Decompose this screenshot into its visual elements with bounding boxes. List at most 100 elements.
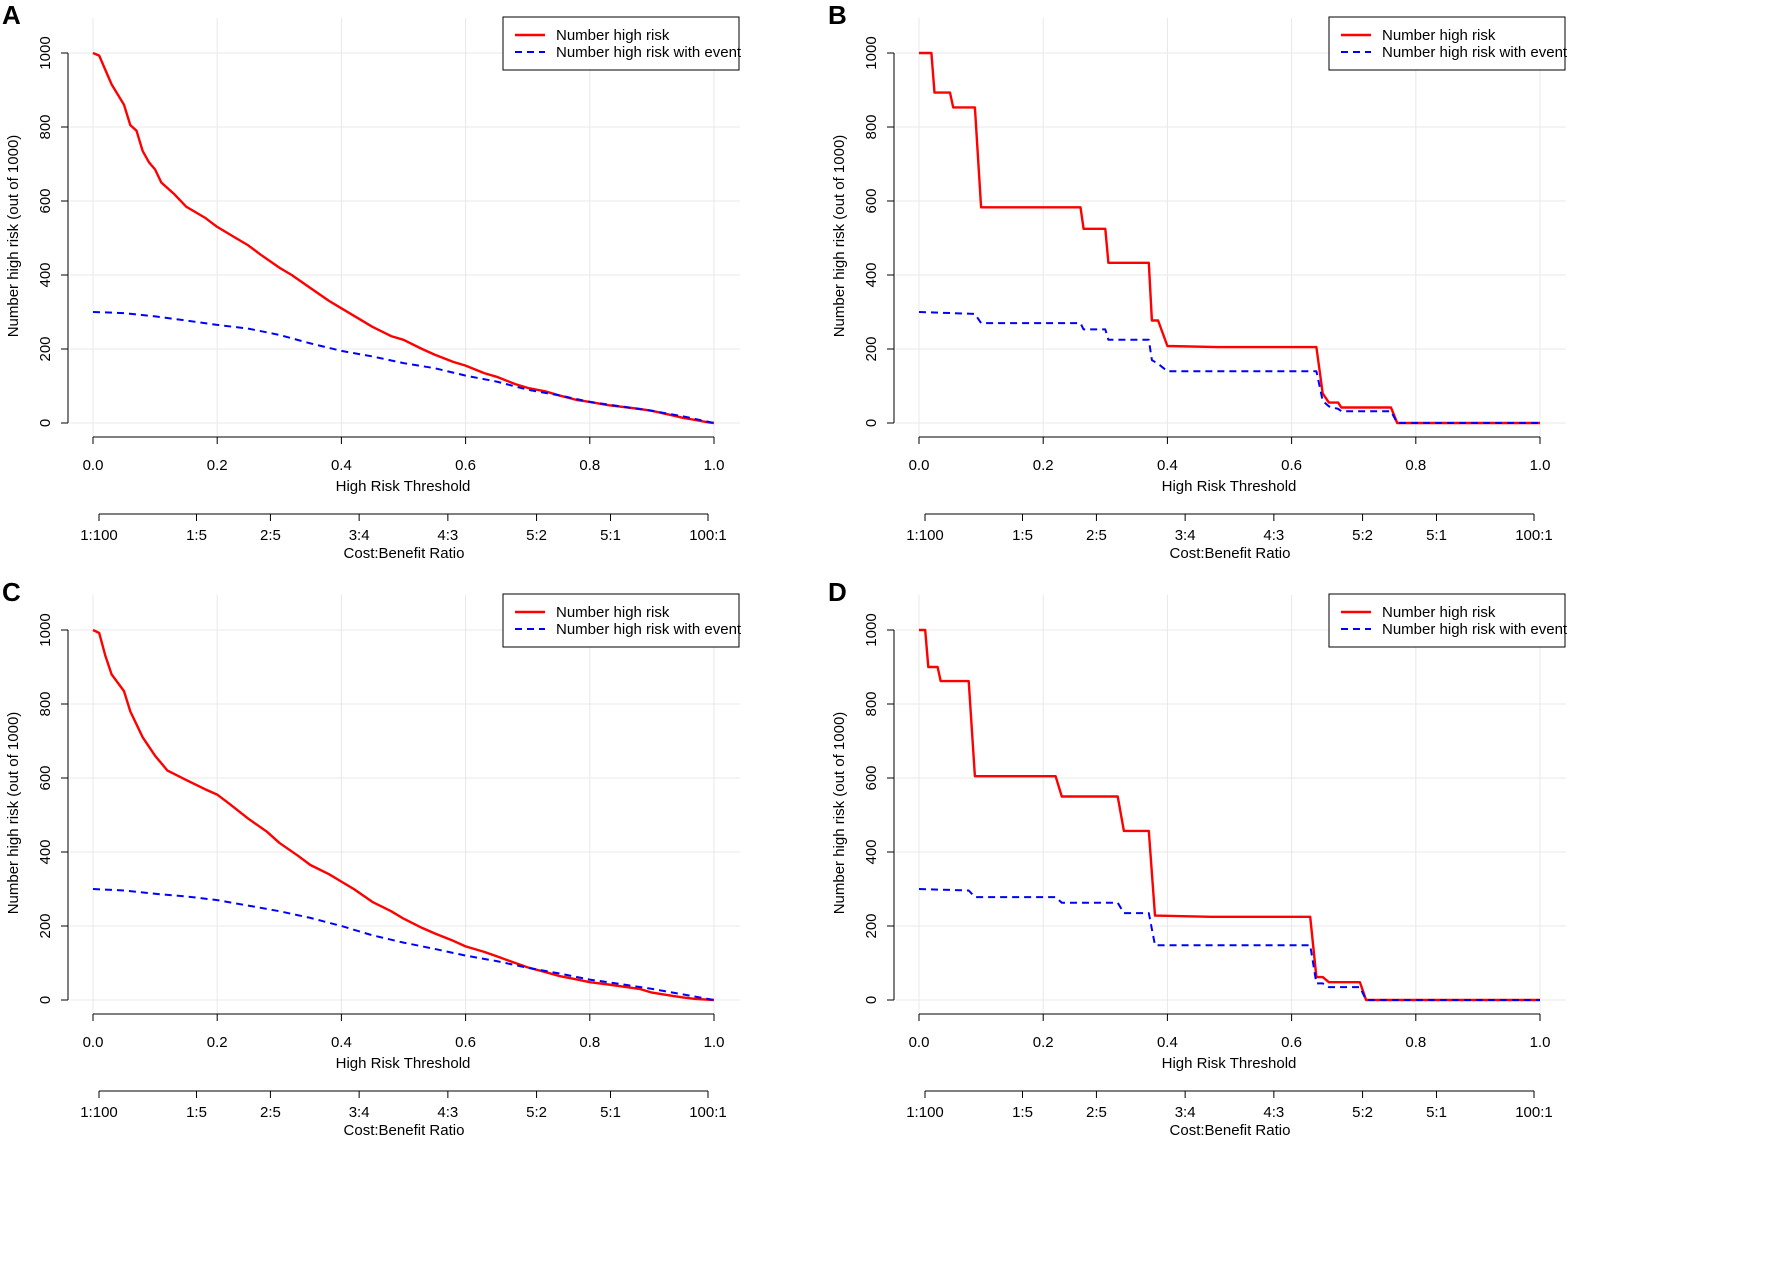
x-tick-label: 0.6 (1281, 1034, 1302, 1051)
series-line-number-high-risk (92, 51, 715, 425)
y-axis-title: Number high risk (out of 1000) (831, 135, 848, 338)
y-tick-label: 0 (37, 419, 54, 427)
chart-panel-a: A 0 200 400 600 800 1000 Number high risk (out … (2, 0, 742, 562)
x-tick-label: 0.0 (83, 1034, 104, 1051)
legend-box (1328, 593, 1566, 648)
legend-label: Number high risk (1382, 27, 1496, 44)
y-tick-label: 600 (863, 765, 880, 790)
x-tick-label: 1.0 (704, 457, 725, 474)
cost-benefit-axis-title: Cost:Benefit Ratio (1170, 1122, 1291, 1139)
chart-panel-c: C 0 200 400 600 800 1000 Number high risk (out … (2, 577, 742, 1139)
y-tick-label: 400 (863, 839, 880, 864)
cost-benefit-tick-label: 3:4 (349, 527, 370, 544)
x-tick-label: 1.0 (1530, 457, 1551, 474)
x-axis-title: High Risk Threshold (1162, 478, 1297, 495)
legend-box (502, 593, 740, 648)
y-tick-label: 800 (863, 114, 880, 139)
y-tick-label: 1000 (863, 36, 880, 69)
y-tick-label: 1000 (863, 613, 880, 646)
series-line-number-high-risk-with-event (918, 311, 1540, 424)
cost-benefit-tick-label: 5:1 (600, 1104, 621, 1121)
y-tick-label: 800 (37, 691, 54, 716)
legend-box (502, 16, 740, 71)
cost-benefit-tick-label: 5:1 (1426, 1104, 1447, 1121)
cost-benefit-tick-label: 100:1 (1515, 1104, 1553, 1121)
cost-benefit-tick-label: 4:3 (1263, 1104, 1284, 1121)
cost-benefit-tick-label: 4:3 (1263, 527, 1284, 544)
grid (70, 595, 740, 1020)
y-axis: 0 200 400 600 800 1000 Number high risk (out o… (831, 36, 895, 427)
series-line-number-high-risk (92, 628, 715, 1002)
y-tick-label: 1000 (37, 613, 54, 646)
legend-label: Number high risk (1382, 604, 1496, 621)
y-axis: 0 200 400 600 800 1000 Number high risk (out o… (5, 613, 69, 1004)
x-tick-label: 0.2 (1033, 1034, 1054, 1051)
x-tick-label: 0.0 (909, 1034, 930, 1051)
x-tick-label: 0.6 (455, 1034, 476, 1051)
x-axis: 0.0 0.2 0.4 0.6 0.8 1.0 High Risk Threshold (909, 1013, 1550, 1072)
cost-benefit-tick-label: 3:4 (1175, 1104, 1196, 1121)
cost-benefit-tick-label: 5:1 (600, 527, 621, 544)
cost-benefit-tick-label: 1:5 (186, 527, 207, 544)
cost-benefit-tick-label: 5:2 (1352, 527, 1373, 544)
x-tick-label: 0.6 (1281, 457, 1302, 474)
cost-benefit-tick-label: 4:3 (437, 1104, 458, 1121)
cost-benefit-tick-label: 1:5 (186, 1104, 207, 1121)
grid (896, 18, 1566, 443)
cost-benefit-tick-label: 100:1 (689, 527, 727, 544)
series-line-number-high-risk-with-event (92, 888, 715, 1001)
y-tick-label: 400 (863, 262, 880, 287)
y-tick-label: 400 (37, 839, 54, 864)
cost-benefit-tick-label: 5:2 (526, 1104, 547, 1121)
x-tick-label: 0.8 (1405, 457, 1426, 474)
x-tick-label: 0.8 (1405, 1034, 1426, 1051)
cost-benefit-tick-label: 1:5 (1012, 527, 1033, 544)
cost-benefit-tick-label: 2:5 (260, 1104, 281, 1121)
y-tick-label: 600 (37, 188, 54, 213)
panel-label: C (2, 577, 21, 607)
cost-benefit-tick-label: 2:5 (260, 527, 281, 544)
x-axis: 0.0 0.2 0.4 0.6 0.8 1.0 High Risk Threshold (909, 436, 1551, 495)
cost-benefit-tick-label: 5:2 (1352, 1104, 1373, 1121)
series-line-number-high-risk (919, 628, 1540, 1002)
chart-panel-d: D 0 200 400 600 800 1000 Number high risk (out … (828, 577, 1568, 1139)
cost-benefit-tick-label: 5:2 (526, 527, 547, 544)
legend-label: Number high risk (556, 604, 670, 621)
cost-benefit-axis-title: Cost:Benefit Ratio (1170, 545, 1291, 562)
y-tick-label: 400 (37, 262, 54, 287)
x-tick-label: 0.2 (207, 1034, 228, 1051)
x-axis: 0.0 0.2 0.4 0.6 0.8 1.0 High Risk Threshold (83, 436, 725, 495)
grid (70, 18, 740, 443)
cost-benefit-tick-label: 4:3 (437, 527, 458, 544)
cost-benefit-tick-label: 5:1 (1426, 527, 1447, 544)
panel-label: B (828, 0, 847, 30)
panel-label: D (828, 577, 847, 607)
cost-benefit-tick-label: 1:100 (906, 527, 944, 544)
x-tick-label: 0.0 (909, 457, 930, 474)
y-tick-label: 600 (37, 765, 54, 790)
y-tick-label: 200 (863, 336, 880, 361)
x-tick-label: 0.8 (579, 1034, 600, 1051)
cost-benefit-axis: 1:100 1:5 2:5 3:4 4:3 5:2 5:1 100:1 Cost:Benefit… (906, 513, 1553, 562)
x-tick-label: 0.8 (579, 457, 600, 474)
x-tick-label: 0.4 (1157, 457, 1178, 474)
cost-benefit-tick-label: 2:5 (1086, 527, 1107, 544)
x-tick-label: 0.2 (207, 457, 228, 474)
x-axis-title: High Risk Threshold (1162, 1055, 1297, 1072)
x-axis-title: High Risk Threshold (336, 478, 471, 495)
cost-benefit-tick-label: 1:100 (906, 1104, 944, 1121)
y-axis: 0 200 400 600 800 1000 Number high risk (out o… (5, 36, 69, 427)
x-axis: 0.0 0.2 0.4 0.6 0.8 1.0 High Risk Threshold (83, 1013, 724, 1072)
x-tick-label: 0.0 (83, 457, 104, 474)
y-tick-label: 0 (863, 996, 880, 1004)
y-tick-label: 0 (863, 419, 880, 427)
cost-benefit-tick-label: 3:4 (1175, 527, 1196, 544)
cost-benefit-tick-label: 1:100 (80, 1104, 118, 1121)
cost-benefit-axis: 1:100 1:5 2:5 3:4 4:3 5:2 5:1 100:1 Cost:Benefit… (906, 1090, 1553, 1139)
y-axis-title: Number high risk (out of 1000) (5, 712, 22, 915)
series-line-number-high-risk-with-event (918, 888, 1540, 1001)
